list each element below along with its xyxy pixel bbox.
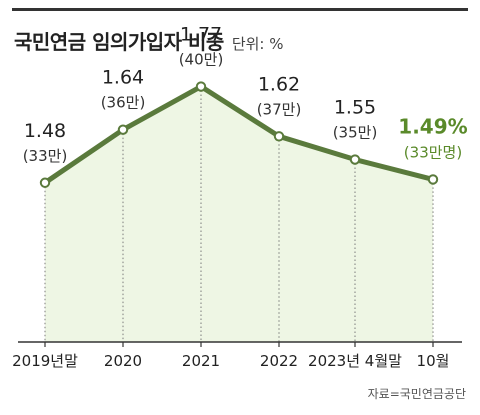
sub-label-0: (33만) bbox=[23, 147, 68, 165]
data-point-4 bbox=[349, 154, 361, 165]
sub-label-4: (35만) bbox=[333, 124, 378, 142]
x-tick-label-4: 2023년 4월말 bbox=[308, 352, 402, 370]
sub-label-2: (40만) bbox=[179, 51, 224, 69]
sub-label-1: (36만) bbox=[101, 94, 146, 112]
x-tick-label-0: 2019년말 bbox=[12, 352, 78, 370]
data-point-5 bbox=[427, 174, 439, 185]
sub-label-3: (37만) bbox=[257, 100, 302, 118]
value-label-3: 1.62 bbox=[258, 73, 300, 95]
top-rule bbox=[12, 8, 468, 11]
source-note: 자료=국민연금공단 bbox=[367, 387, 466, 401]
x-tick-label-5: 10월 bbox=[417, 352, 450, 370]
chart-title: 국민연금 임의가입자 비중 bbox=[14, 30, 224, 54]
data-point-0 bbox=[39, 177, 51, 188]
value-label-4: 1.55 bbox=[334, 97, 376, 119]
series-line bbox=[42, 84, 436, 186]
unit-label: 단위: % bbox=[231, 35, 284, 53]
x-tick-label-1: 2020 bbox=[104, 352, 142, 370]
value-label-0: 1.48 bbox=[24, 120, 66, 142]
x-tick-label-3: 2022 bbox=[260, 352, 298, 370]
x-tick-label-2: 2021 bbox=[182, 352, 220, 370]
data-point-2 bbox=[195, 81, 207, 92]
data-point-1 bbox=[117, 124, 129, 135]
data-point-3 bbox=[273, 131, 285, 142]
value-label-2: 1.77 bbox=[180, 24, 222, 46]
area-fill bbox=[45, 86, 433, 343]
title-row: 국민연금 임의가입자 비중 단위: % bbox=[14, 26, 284, 55]
value-label-1: 1.64 bbox=[102, 67, 144, 89]
sub-label-5: (33만명) bbox=[404, 143, 462, 161]
value-label-5: 1.49% bbox=[398, 114, 467, 138]
